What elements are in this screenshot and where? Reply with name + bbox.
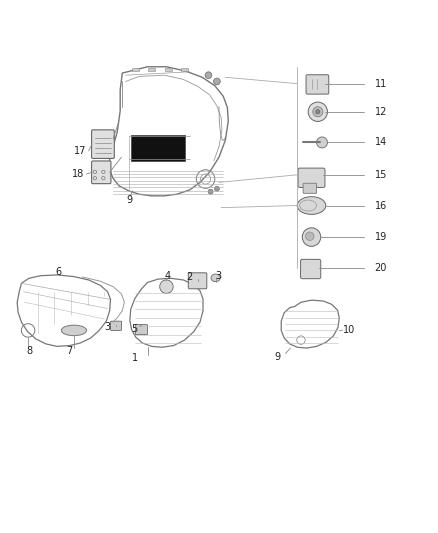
- Text: 16: 16: [374, 200, 387, 211]
- Text: 3: 3: [105, 322, 111, 333]
- FancyBboxPatch shape: [298, 168, 325, 188]
- Circle shape: [160, 280, 173, 293]
- Bar: [165, 68, 172, 71]
- Circle shape: [313, 107, 323, 117]
- Polygon shape: [131, 135, 185, 161]
- FancyBboxPatch shape: [188, 273, 207, 289]
- Circle shape: [214, 186, 219, 191]
- Text: 4: 4: [165, 271, 171, 281]
- Circle shape: [316, 110, 320, 114]
- Bar: [148, 68, 155, 71]
- Text: 9: 9: [127, 195, 133, 205]
- Text: 20: 20: [374, 263, 387, 273]
- Text: 10: 10: [343, 326, 355, 335]
- FancyBboxPatch shape: [92, 161, 111, 184]
- Text: 3: 3: [215, 271, 222, 281]
- FancyBboxPatch shape: [300, 260, 321, 279]
- Ellipse shape: [211, 274, 220, 281]
- Text: 18: 18: [72, 169, 85, 179]
- FancyBboxPatch shape: [110, 321, 121, 330]
- Text: 6: 6: [55, 268, 61, 277]
- Text: 17: 17: [74, 146, 87, 156]
- Circle shape: [306, 232, 314, 240]
- Circle shape: [205, 72, 212, 78]
- Text: 8: 8: [26, 345, 32, 356]
- Text: 19: 19: [374, 232, 387, 242]
- Text: 1: 1: [132, 353, 138, 363]
- Text: 5: 5: [131, 324, 137, 334]
- Circle shape: [308, 102, 328, 122]
- Text: 9: 9: [275, 352, 281, 362]
- Text: 11: 11: [374, 78, 387, 88]
- FancyBboxPatch shape: [135, 325, 148, 335]
- Circle shape: [302, 228, 321, 246]
- Circle shape: [208, 189, 213, 194]
- Bar: [181, 68, 188, 71]
- Text: 7: 7: [67, 345, 73, 356]
- Text: 2: 2: [187, 272, 193, 281]
- FancyBboxPatch shape: [303, 183, 317, 193]
- Ellipse shape: [61, 325, 87, 336]
- Circle shape: [317, 137, 328, 148]
- Text: 14: 14: [374, 138, 387, 148]
- Ellipse shape: [297, 197, 326, 214]
- Bar: [132, 68, 139, 71]
- Text: 15: 15: [374, 170, 387, 180]
- Circle shape: [214, 78, 220, 85]
- Text: 12: 12: [374, 107, 387, 117]
- FancyBboxPatch shape: [92, 130, 114, 158]
- FancyBboxPatch shape: [306, 75, 329, 94]
